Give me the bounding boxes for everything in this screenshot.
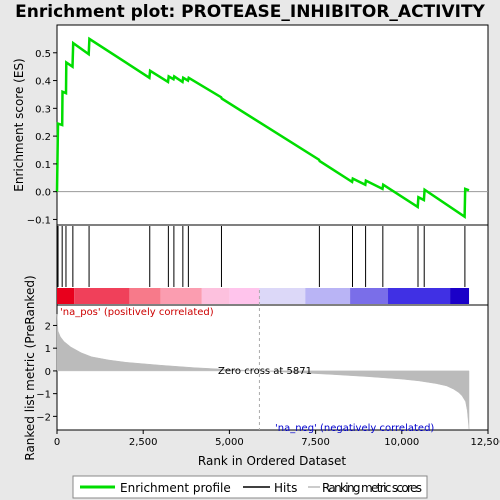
x-axis-title: Rank in Ordered Dataset [198, 454, 346, 468]
ranked-ytick-label: 2 [45, 321, 51, 332]
ranked-ytick-label: 0 [45, 367, 51, 378]
zero-cross-label: Zero cross at 5871 [218, 366, 312, 377]
enrichment-profile-line [55, 36, 470, 220]
rank-colorbar [57, 288, 470, 304]
x-tick-label: 10,000 [384, 437, 419, 448]
es-ytick-label: 0.1 [35, 160, 51, 171]
x-tick-label: 7,500 [301, 437, 330, 448]
ranked-y-axis-title: Ranked list metric (PreRanked) [23, 275, 37, 460]
es-ytick-label: 0.4 [35, 77, 51, 88]
ranking-metric-area [56, 314, 470, 429]
hit-markers [57, 226, 466, 287]
colorbar-segment [388, 288, 451, 304]
legend-label-enrichment: Enrichment profile [120, 481, 231, 495]
enrichment-profile-path [55, 36, 470, 220]
es-y-axis: −0.1 0.0 0.1 0.2 0.3 0.4 0.5 [27, 49, 57, 226]
colorbar-segment [160, 288, 202, 304]
rank-x-axis: 0 2,500 5,000 7,500 10,000 12,500 [54, 430, 500, 448]
es-ytick-label: −0.1 [27, 215, 51, 226]
ranked-y-axis: −2 −1 0 1 2 [36, 321, 57, 423]
legend-label-hits: Hits [274, 481, 297, 495]
colorbar-segment [350, 288, 389, 304]
es-ytick-label: 0.2 [35, 132, 51, 143]
colorbar-segment [57, 288, 75, 304]
colorbar-segment [450, 288, 470, 304]
negative-correlation-label: 'na_neg' (negatively correlated) [275, 423, 434, 434]
es-ytick-label: 0.5 [35, 49, 51, 60]
positive-correlation-label: 'na_pos' (positively correlated) [60, 307, 214, 318]
ranked-ytick-label: −2 [36, 412, 51, 423]
es-ytick-label: 0.0 [35, 188, 51, 199]
x-tick-label: 2,500 [129, 437, 158, 448]
x-tick-label: 5,000 [215, 437, 244, 448]
chart-title: Enrichment plot: PROTEASE_INHIBITOR_ACTI… [15, 2, 485, 22]
x-tick-label: 12,500 [471, 437, 500, 448]
colorbar-segment [129, 288, 161, 304]
ranked-ytick-label: 1 [45, 344, 51, 355]
colorbar-segment [74, 288, 130, 304]
es-ytick-label: 0.3 [35, 104, 51, 115]
legend-label-ranking: Ranking metric scores [322, 481, 422, 495]
ranking-metric-path [56, 314, 470, 429]
legend: Enrichment profile Hits Ranking metric s… [72, 475, 428, 499]
x-tick-label: 0 [54, 437, 60, 448]
es-y-axis-title: Enrichment score (ES) [12, 58, 26, 191]
colorbar-segment [229, 288, 260, 304]
colorbar-segment [305, 288, 351, 304]
ranked-ytick-label: −1 [36, 390, 51, 401]
colorbar-segment [201, 288, 230, 304]
colorbar-segment [259, 288, 306, 304]
